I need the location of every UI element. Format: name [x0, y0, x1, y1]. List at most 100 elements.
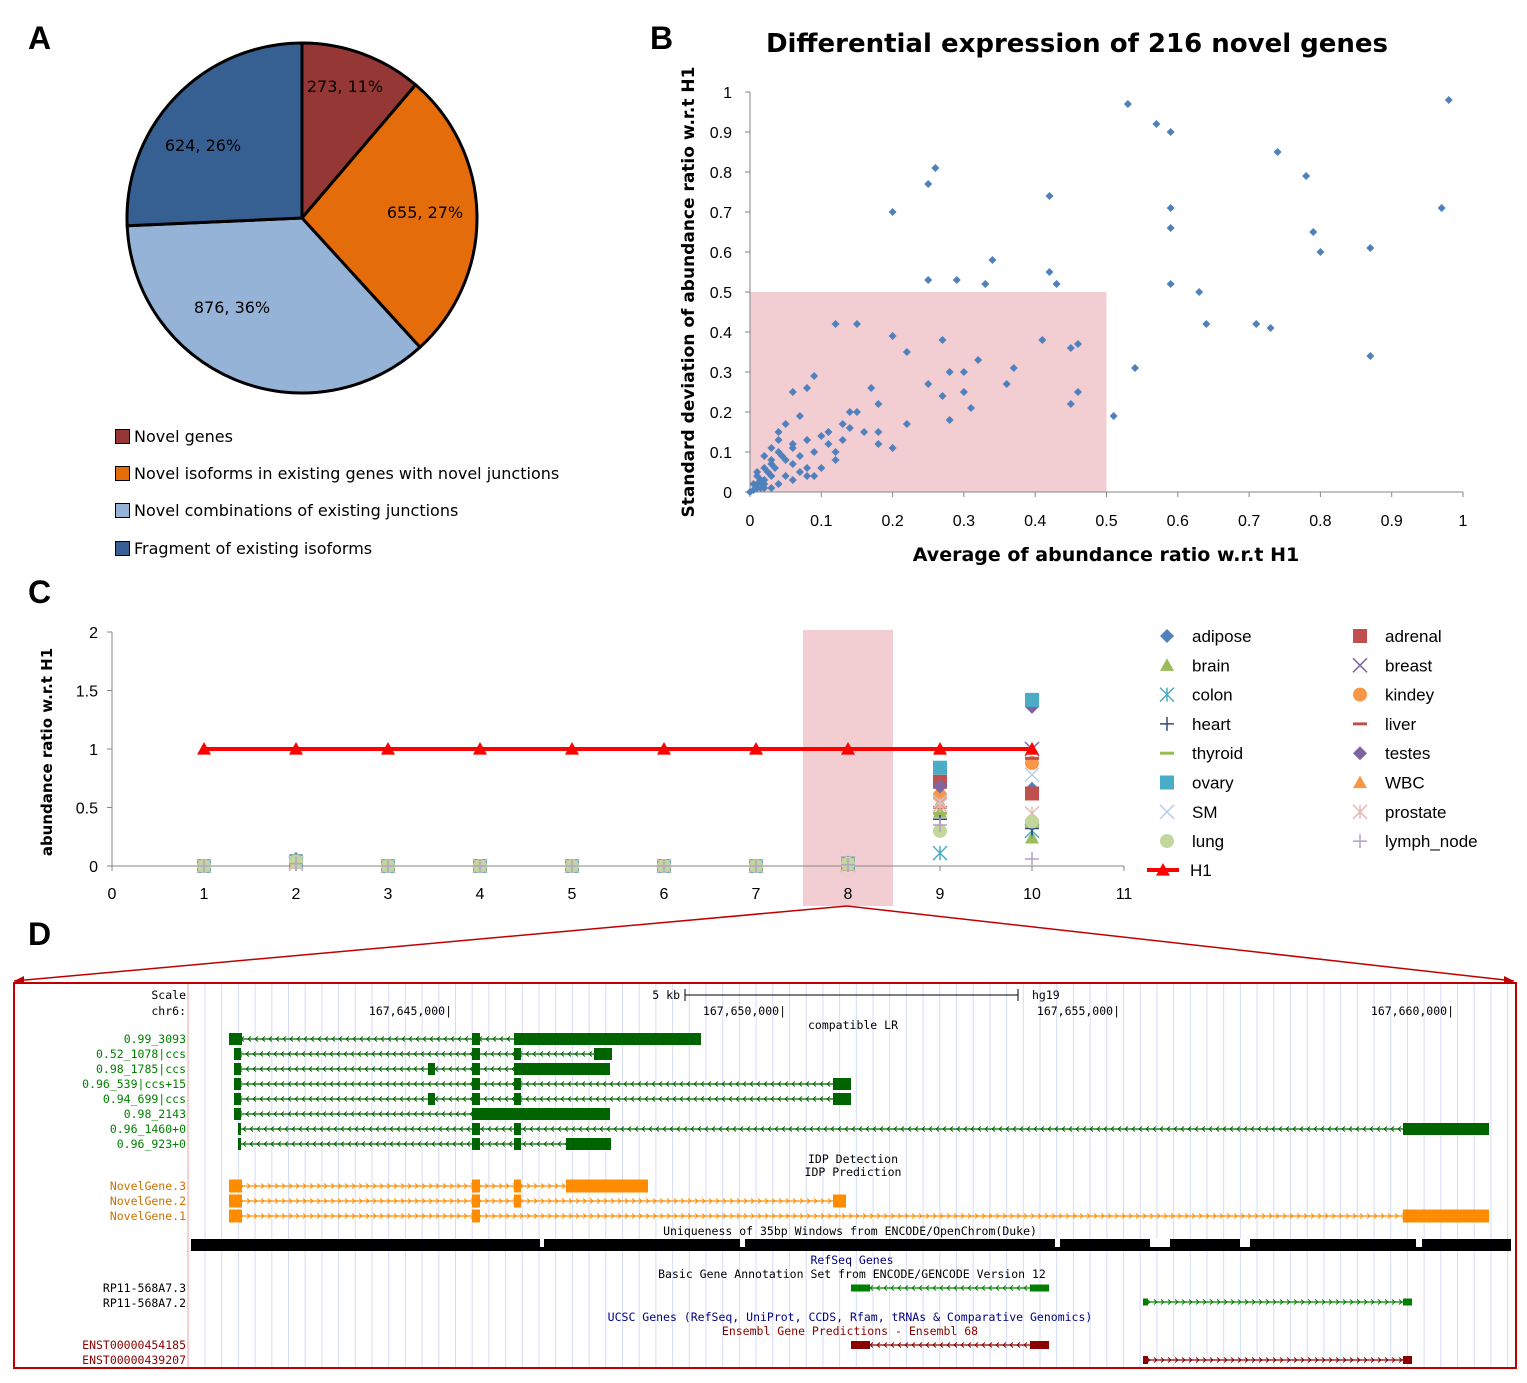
novel-transcript-arrow — [1156, 1213, 1161, 1219]
novel-transcript-arrow — [1338, 1213, 1343, 1219]
data-point — [767, 444, 776, 452]
gencode-transcript-arrow — [1279, 1299, 1284, 1305]
lr-transcript-exon — [234, 1108, 241, 1120]
novel-transcript-arrow — [680, 1213, 685, 1219]
pie-legend-item: Novel isoforms in existing genes with no… — [115, 464, 559, 483]
data-point — [845, 424, 854, 432]
lr-transcript-arrow — [490, 1096, 495, 1102]
lr-transcript-arrow — [375, 1141, 380, 1147]
lr-transcript-arrow — [294, 1081, 299, 1087]
lr-transcript-arrow — [291, 1141, 296, 1147]
data-point — [945, 368, 954, 376]
ensembl-transcript-arrow — [932, 1342, 937, 1348]
novel-transcript-arrow — [547, 1213, 552, 1219]
data-point — [756, 476, 765, 484]
lr-transcript-arrow — [343, 1111, 348, 1117]
data-marker — [381, 859, 395, 872]
data-marker — [197, 859, 211, 872]
lr-transcript-arrow — [606, 1126, 611, 1132]
lr-transcript-arrow — [329, 1066, 334, 1072]
novel-transcript-arrow — [302, 1213, 307, 1219]
novel-transcript-arrow — [526, 1213, 531, 1219]
data-marker — [1352, 657, 1368, 673]
novel-transcript-arrow — [477, 1198, 482, 1204]
novel-transcript-arrow — [813, 1213, 818, 1219]
novel-transcript-arrow — [813, 1198, 818, 1204]
ensembl-transcript-exon — [851, 1341, 870, 1349]
uniqueness-gap — [540, 1239, 544, 1247]
novel-transcript-arrow — [554, 1198, 559, 1204]
lr-transcript-arrow — [756, 1081, 761, 1087]
data-marker — [749, 859, 763, 873]
novel-transcript-arrow — [1093, 1213, 1098, 1219]
lr-transcript-arrow — [324, 1036, 329, 1042]
lr-transcript-exon — [1403, 1123, 1489, 1135]
novel-transcript-arrow — [638, 1198, 643, 1204]
lr-transcript-arrow — [571, 1141, 576, 1147]
data-marker — [380, 858, 396, 874]
ensembl-transcript-arrow — [1258, 1357, 1263, 1363]
novel-transcript-arrow — [554, 1213, 559, 1219]
data-point — [959, 368, 968, 376]
novel-transcript-arrow — [792, 1213, 797, 1219]
lr-transcript-arrow — [336, 1081, 341, 1087]
data-marker — [197, 859, 211, 873]
novel-transcript-arrow — [1268, 1213, 1273, 1219]
lr-transcript-exon — [238, 1138, 241, 1150]
novel-gene-label: NovelGene.2 — [110, 1194, 186, 1208]
lr-transcript-arrow — [434, 1111, 439, 1117]
lr-transcript-arrow — [298, 1126, 303, 1132]
lr-transcript-arrow — [392, 1081, 397, 1087]
lr-transcript-arrow — [441, 1051, 446, 1057]
data-marker — [748, 858, 764, 874]
lr-transcript-arrow — [322, 1066, 327, 1072]
lr-transcript-arrow — [525, 1096, 530, 1102]
novel-transcript-arrow — [568, 1213, 573, 1219]
ensembl-transcript-arrow — [1023, 1342, 1028, 1348]
lr-transcript-arrow — [273, 1066, 278, 1072]
y-tick-label: 0.7 — [710, 205, 732, 222]
lr-transcript-exon — [472, 1123, 480, 1135]
lr-transcript-arrow — [287, 1051, 292, 1057]
lr-transcript-arrow — [921, 1126, 926, 1132]
novel-transcript-arrow — [1331, 1213, 1336, 1219]
lr-transcript-exon — [234, 1078, 241, 1090]
lr-transcript-arrow — [399, 1096, 404, 1102]
lr-transcript-arrow — [557, 1126, 562, 1132]
lr-transcript-arrow — [403, 1126, 408, 1132]
lr-transcript-arrow — [1033, 1126, 1038, 1132]
lr-transcript-arrow — [893, 1126, 898, 1132]
novel-transcript-arrow — [491, 1213, 496, 1219]
ensembl-transcript-arrow — [1293, 1357, 1298, 1363]
lr-transcript-arrow — [1250, 1126, 1255, 1132]
pie-data-label: 624, 26% — [165, 136, 241, 155]
lr-transcript-arrow — [476, 1051, 481, 1057]
lr-transcript-arrow — [812, 1081, 817, 1087]
legend-label: adrenal — [1385, 627, 1442, 646]
ensembl-transcript-exon — [1143, 1356, 1148, 1364]
data-point — [988, 256, 997, 264]
data-marker — [1025, 692, 1039, 707]
data-point — [817, 432, 826, 440]
data-point — [810, 472, 819, 480]
lr-track-label: 0.99_3093 — [124, 1032, 186, 1046]
novel-transcript-arrow — [561, 1213, 566, 1219]
gencode-transcript-arrow — [1160, 1299, 1165, 1305]
lr-transcript-arrow — [833, 1096, 838, 1102]
novel-transcript-arrow — [260, 1198, 265, 1204]
gencode-transcript-exon — [1030, 1284, 1049, 1292]
lr-transcript-arrow — [546, 1066, 551, 1072]
data-marker — [841, 857, 855, 872]
lr-transcript-arrow — [1075, 1126, 1080, 1132]
lr-transcript-arrow — [259, 1051, 264, 1057]
legend-label: SM — [1192, 803, 1218, 822]
x-tick-label: 0 — [108, 886, 117, 903]
novel-transcript-arrow — [1401, 1213, 1406, 1219]
y-tick-label: 1 — [723, 85, 732, 102]
lr-transcript-arrow — [499, 1036, 504, 1042]
data-point — [1066, 400, 1075, 408]
lr-transcript-arrow — [840, 1096, 845, 1102]
lr-transcript-arrow — [718, 1126, 723, 1132]
lr-transcript-arrow — [1166, 1126, 1171, 1132]
lr-transcript-arrow — [490, 1051, 495, 1057]
